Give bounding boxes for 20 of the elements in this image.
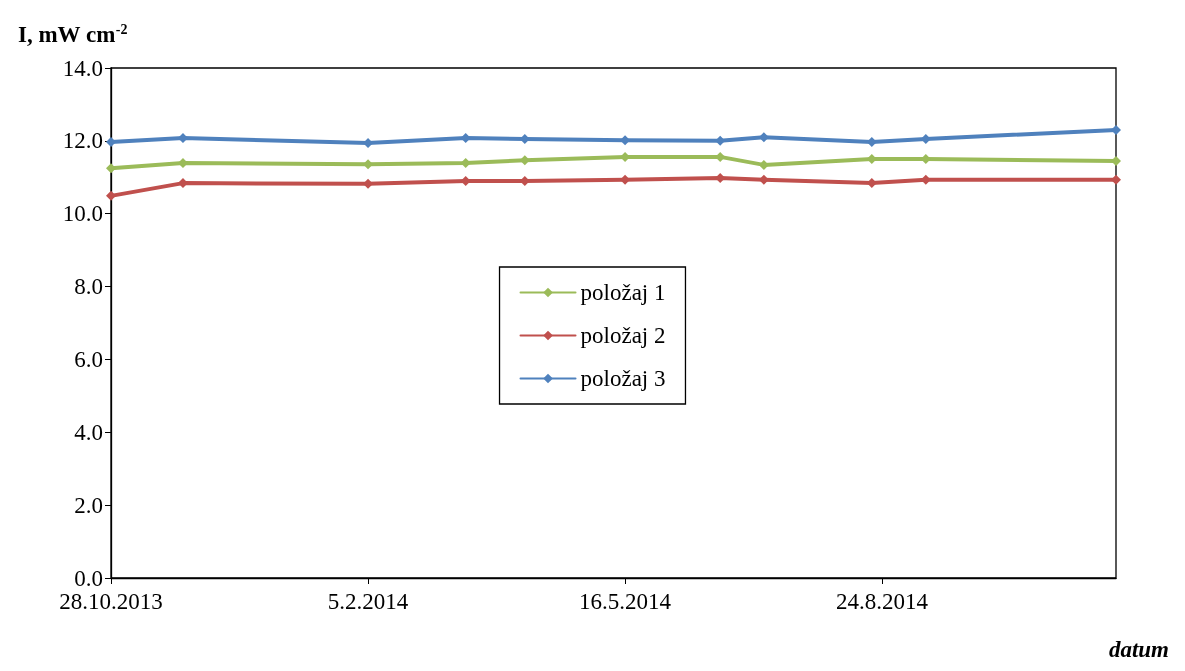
point [106, 136, 116, 147]
legend-label: položaj 3 [580, 366, 666, 391]
x-axis-title: datum [1108, 637, 1170, 662]
x-tick-label: 5.2.2014 [327, 589, 409, 614]
y-tick-label: 12.0 [62, 128, 103, 154]
legend-label: položaj 1 [580, 280, 666, 305]
y-tick-label: 10.0 [62, 201, 103, 227]
y-tick-label: 2.0 [74, 492, 103, 518]
y-tick-label: 14.0 [62, 55, 103, 81]
x-tick-label: 28.10.2013 [59, 589, 163, 614]
legend-label: položaj 2 [580, 323, 666, 348]
y-tick-label: 6.0 [74, 346, 103, 372]
y-tick-label: 8.0 [74, 274, 103, 300]
y-tick-label: 0.0 [74, 565, 103, 591]
point [1111, 124, 1121, 135]
point [106, 190, 116, 201]
y-tick-label: 4.0 [74, 419, 103, 445]
x-tick-label: 24.8.2014 [836, 589, 929, 614]
point [1111, 174, 1121, 185]
x-tick-label: 16.5.2014 [579, 589, 672, 614]
